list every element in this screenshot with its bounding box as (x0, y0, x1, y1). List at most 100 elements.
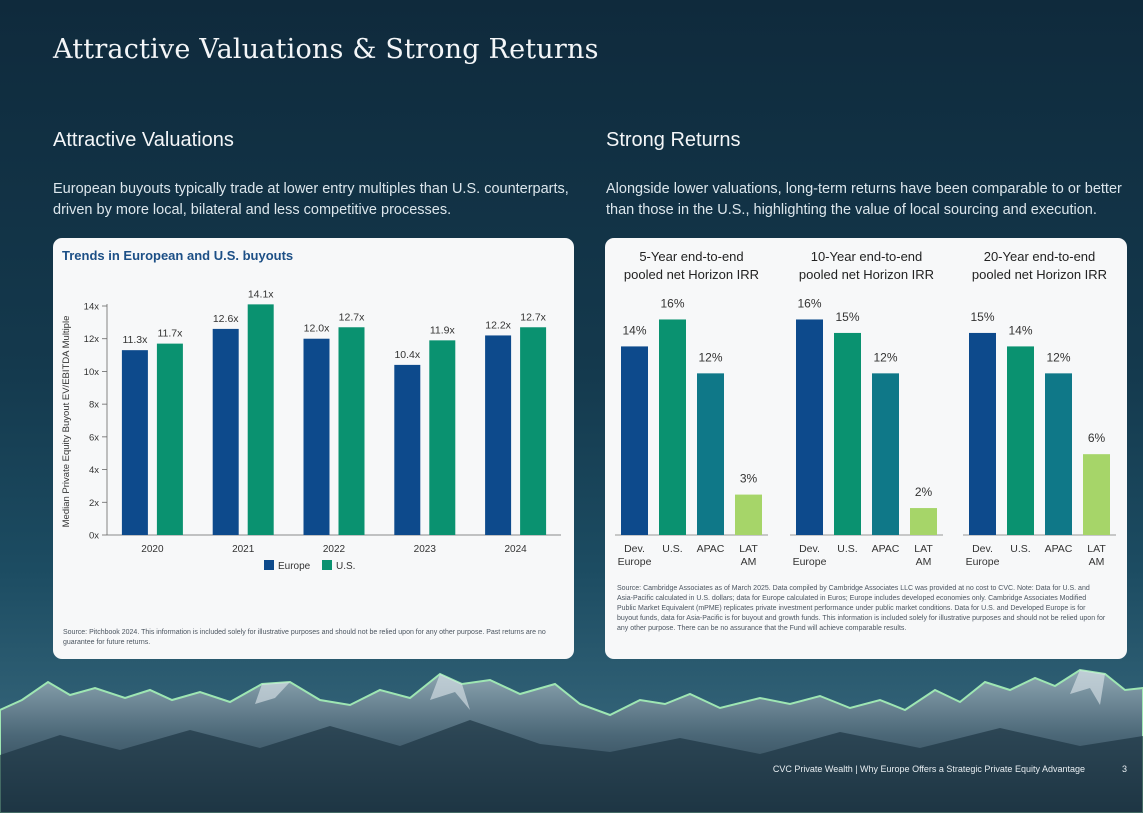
bar-us-2023 (429, 340, 456, 535)
x-tick-label: AM (1089, 556, 1105, 568)
data-label: 15% (970, 310, 994, 324)
x-tick-label: 2020 (141, 544, 164, 555)
data-label: 16% (660, 296, 684, 310)
legend-swatch-europe (264, 560, 274, 570)
bar-us-2024 (520, 327, 547, 535)
bar-europe-2022 (303, 338, 330, 535)
left-section-heading: Attractive Valuations (53, 129, 234, 151)
data-label: 12% (1046, 350, 1070, 364)
y-tick-label: 10x (84, 367, 100, 378)
x-tick-label: 2022 (323, 544, 346, 555)
x-tick-label: LAT (1087, 543, 1106, 555)
y-axis-label: Median Private Equity Buyout EV/EBITDA M… (61, 316, 72, 528)
left-source-note: Source: Pitchbook 2024. This information… (63, 629, 546, 646)
y-tick-label: 14x (84, 302, 100, 313)
x-tick-label: U.S. (662, 543, 682, 555)
page-title: Attractive Valuations & Strong Returns (53, 34, 599, 65)
data-label: 15% (835, 310, 859, 324)
chart-title: Trends in European and U.S. buyouts (62, 248, 294, 263)
panel-title-line: 20-Year end-to-end (984, 249, 1096, 264)
x-tick-label: LAT (914, 543, 933, 555)
bar-apac (872, 373, 899, 535)
data-label: 12.6x (213, 313, 239, 325)
x-tick-label: 2021 (232, 544, 255, 555)
bar-europe-2023 (394, 364, 421, 535)
left-section-description: European buyouts typically trade at lowe… (53, 181, 569, 218)
bar-us (1007, 346, 1034, 535)
panel-title-line: 10-Year end-to-end (811, 249, 923, 264)
panel-title-line: 5-Year end-to-end (639, 249, 743, 264)
footer-text: CVC Private Wealth | Why Europe Offers a… (772, 764, 1085, 774)
bar-europe-2020 (121, 350, 148, 535)
data-label: 14% (622, 323, 646, 337)
data-label: 12.2x (485, 319, 511, 331)
x-tick-label: APAC (872, 543, 900, 555)
legend-swatch-us (322, 560, 332, 570)
data-label: 11.3x (122, 334, 148, 346)
y-tick-label: 2x (89, 498, 99, 509)
legend-label: U.S. (336, 561, 355, 572)
returns-chart-card: 5-Year end-to-end pooled net Horizon IRR 1… (605, 238, 1127, 659)
x-tick-label: Dev. (624, 543, 645, 555)
page-number: 3 (1121, 764, 1127, 774)
data-label: 14.1x (248, 288, 274, 300)
x-tick-label: Europe (618, 556, 652, 568)
x-tick-label: LAT (739, 543, 758, 555)
y-tick-label: 6x (89, 432, 99, 443)
right-section-heading: Strong Returns (606, 129, 741, 151)
data-label: 12.7x (520, 311, 546, 323)
x-tick-label: APAC (697, 543, 725, 555)
bar-us-2020 (156, 343, 183, 535)
x-tick-label: 2024 (504, 544, 527, 555)
data-label: 3% (740, 472, 758, 486)
y-tick-label: 4x (89, 465, 99, 476)
bar-lat-am (910, 508, 937, 535)
bar-lat-am (1083, 454, 1110, 535)
x-tick-label: Dev. (972, 543, 993, 555)
x-tick-label: U.S. (1010, 543, 1030, 555)
bar-lat-am (735, 494, 762, 535)
data-label: 12.7x (339, 311, 365, 323)
bar-apac (697, 373, 724, 535)
data-label: 11.7x (157, 328, 183, 340)
data-label: 11.9x (430, 324, 456, 336)
right-source-note: Source: Cambridge Associates as of March… (617, 585, 1106, 632)
mountain-backdrop (0, 668, 1143, 813)
bar-dev-europe (621, 346, 648, 535)
panel-title-line: pooled net Horizon IRR (799, 267, 934, 282)
data-label: 12.0x (304, 323, 330, 335)
x-tick-label: U.S. (837, 543, 857, 555)
data-label: 12% (873, 350, 897, 364)
x-tick-label: AM (916, 556, 932, 568)
y-tick-label: 8x (89, 400, 99, 411)
bar-us (659, 319, 686, 535)
valuations-bar-chart: Median Private Equity Buyout EV/EBITDA M… (61, 288, 561, 572)
right-section-description: Alongside lower valuations, long-term re… (606, 181, 1122, 218)
data-label: 12% (698, 350, 722, 364)
bar-dev-europe (796, 319, 823, 535)
panel-title-line: pooled net Horizon IRR (624, 267, 759, 282)
x-tick-label: 2023 (414, 544, 437, 555)
data-label: 16% (797, 296, 821, 310)
bar-us (834, 332, 861, 535)
data-label: 10.4x (394, 349, 420, 361)
bar-dev-europe (969, 332, 996, 535)
bar-us-2022 (338, 327, 365, 535)
x-tick-label: Europe (966, 556, 1000, 568)
x-tick-label: Europe (793, 556, 827, 568)
x-tick-label: APAC (1045, 543, 1073, 555)
valuations-chart-card: Trends in European and U.S. buyouts Medi… (53, 238, 574, 659)
returns-bar-charts: 5-Year end-to-end pooled net Horizon IRR 1… (615, 249, 1116, 568)
y-tick-label: 12x (84, 334, 100, 345)
x-tick-label: AM (741, 556, 757, 568)
bar-apac (1045, 373, 1072, 535)
legend-label: Europe (278, 561, 311, 572)
bar-us-2021 (247, 304, 274, 535)
data-label: 2% (915, 485, 933, 499)
panel-title-line: pooled net Horizon IRR (972, 267, 1107, 282)
bar-europe-2021 (212, 328, 239, 535)
y-tick-label: 0x (89, 531, 99, 542)
x-tick-label: Dev. (799, 543, 820, 555)
data-label: 14% (1008, 323, 1032, 337)
bar-europe-2024 (485, 335, 512, 535)
